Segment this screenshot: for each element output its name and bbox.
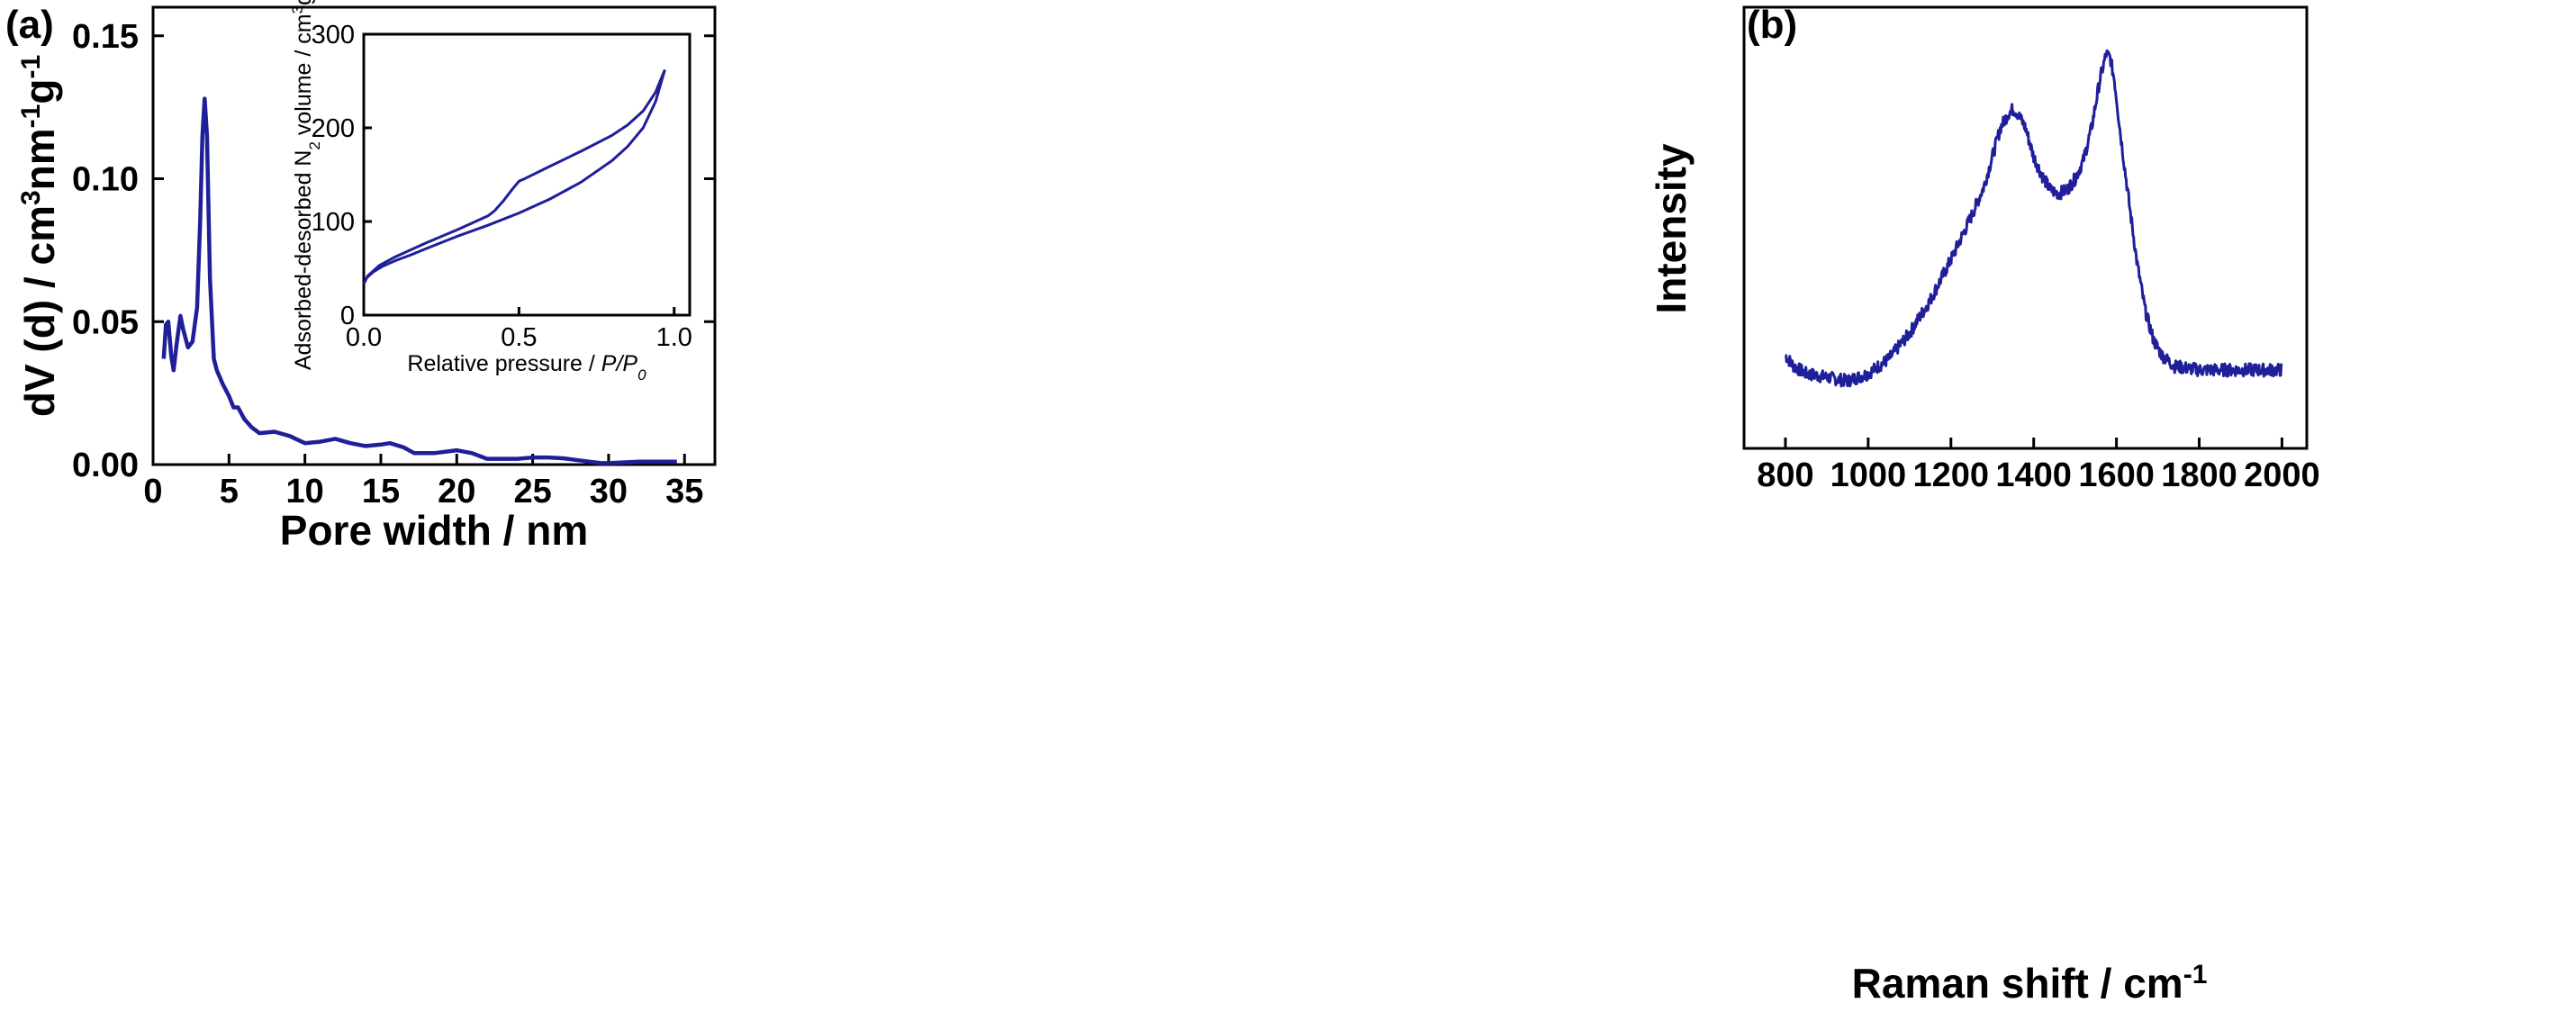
y-title-a-part1: dV (d) / cm <box>16 205 63 417</box>
y-title-a-part3: g <box>16 79 63 104</box>
inset-y-title-g: g <box>291 0 316 5</box>
y-title-a-sup3: -1 <box>16 55 46 79</box>
inset-x-title-sub: 0 <box>637 366 646 384</box>
inset-x-tick-label: 0.5 <box>501 323 537 352</box>
inset-x-tick-label: 0.0 <box>346 323 382 352</box>
inset-x-title-italic: P/P <box>601 351 638 376</box>
x-axis-title-a: Pore width / nm <box>280 507 588 554</box>
inset-y-tick-label: 100 <box>312 208 355 237</box>
y-tick-label-a: 0.05 <box>72 303 139 341</box>
x-tick-label-a: 5 <box>220 473 239 511</box>
inset-x-title-text: Relative pressure / <box>407 351 601 376</box>
x-tick-label-b: 1600 <box>2078 456 2155 494</box>
panel-label-a: (a) <box>5 3 54 47</box>
x-tick-label-a: 25 <box>513 473 551 511</box>
x-title-b-sup: -1 <box>2183 960 2208 989</box>
inset-x-tick-label: 1.0 <box>656 323 692 352</box>
y-axis-title-a: dV (d) / cm3nm-1g-1 <box>16 55 64 417</box>
panel-a: (a) 0 5 10 15 20 25 30 350.000.050.100.15 Pore … <box>5 0 717 554</box>
axis-ticks-b: 800 1000 1200 1400 1600 1800 2000 <box>1757 438 2320 494</box>
y-tick-label-a: 0.15 <box>72 18 139 56</box>
x-tick-label-b: 1000 <box>1830 456 1907 494</box>
inset-y-tick-label: 200 <box>312 114 355 143</box>
x-tick-label-b: 1400 <box>1995 456 2072 494</box>
inset-y-title-tail: volume / cm <box>291 14 316 141</box>
axes-frame-b <box>1742 5 2309 450</box>
inset-x-axis-title: Relative pressure / P/P0 <box>407 351 646 384</box>
y-tick-label-a: 0.00 <box>72 447 139 484</box>
y-axis-title-b: Intensity <box>1648 143 1695 314</box>
x-tick-label-b: 2000 <box>2244 456 2320 494</box>
x-tick-label-a: 20 <box>438 473 475 511</box>
x-tick-label-b: 1800 <box>2161 456 2237 494</box>
inset-y-title-sub: 2 <box>306 141 323 149</box>
x-tick-label-b: 800 <box>1757 456 1813 494</box>
panel-b: (b) 800 1000 1200 1400 1600 1800 2000 Raman sh… <box>1648 3 2320 1007</box>
y-tick-label-a: 0.10 <box>72 161 139 199</box>
y-title-a-part2: nm <box>16 128 63 190</box>
inset-y-title-sup1: 3 <box>289 5 306 14</box>
panel-label-b: (b) <box>1747 3 1797 47</box>
desorption-line <box>366 68 666 278</box>
x-tick-label-a: 35 <box>665 473 703 511</box>
x-tick-label-a: 15 <box>362 473 400 511</box>
inset-y-title-text: Adsorbed-desorbed N <box>291 150 316 371</box>
x-tick-label-a: 0 <box>143 473 162 511</box>
axes-frame-a <box>151 5 717 466</box>
x-title-b-text: Raman shift / cm <box>1852 960 2183 1007</box>
y-title-a-sup1: 3 <box>16 190 46 205</box>
pore-distribution-line <box>161 96 677 465</box>
inset-isotherm: 0.0 0.5 1.0 0 100 200 300 Relative pressure / … <box>289 0 692 384</box>
raman-spectrum-line <box>1785 49 2283 388</box>
x-axis-title-b: Raman shift / cm-1 <box>1852 960 2208 1007</box>
y-title-a-sup2: -1 <box>16 104 46 129</box>
inset-axis-ticks: 0.0 0.5 1.0 0 100 200 300 <box>312 21 692 352</box>
adsorption-line <box>362 69 666 285</box>
x-tick-label-a: 10 <box>286 473 324 511</box>
inset-frame <box>362 32 691 317</box>
x-tick-label-a: 30 <box>590 473 628 511</box>
inset-y-tick-label: 300 <box>312 21 355 50</box>
inset-y-axis-title: Adsorbed-desorbed N2 volume / cm3g-1 <box>289 0 323 370</box>
x-tick-label-b: 1200 <box>1913 456 1990 494</box>
inset-y-tick-label: 0 <box>340 302 355 330</box>
